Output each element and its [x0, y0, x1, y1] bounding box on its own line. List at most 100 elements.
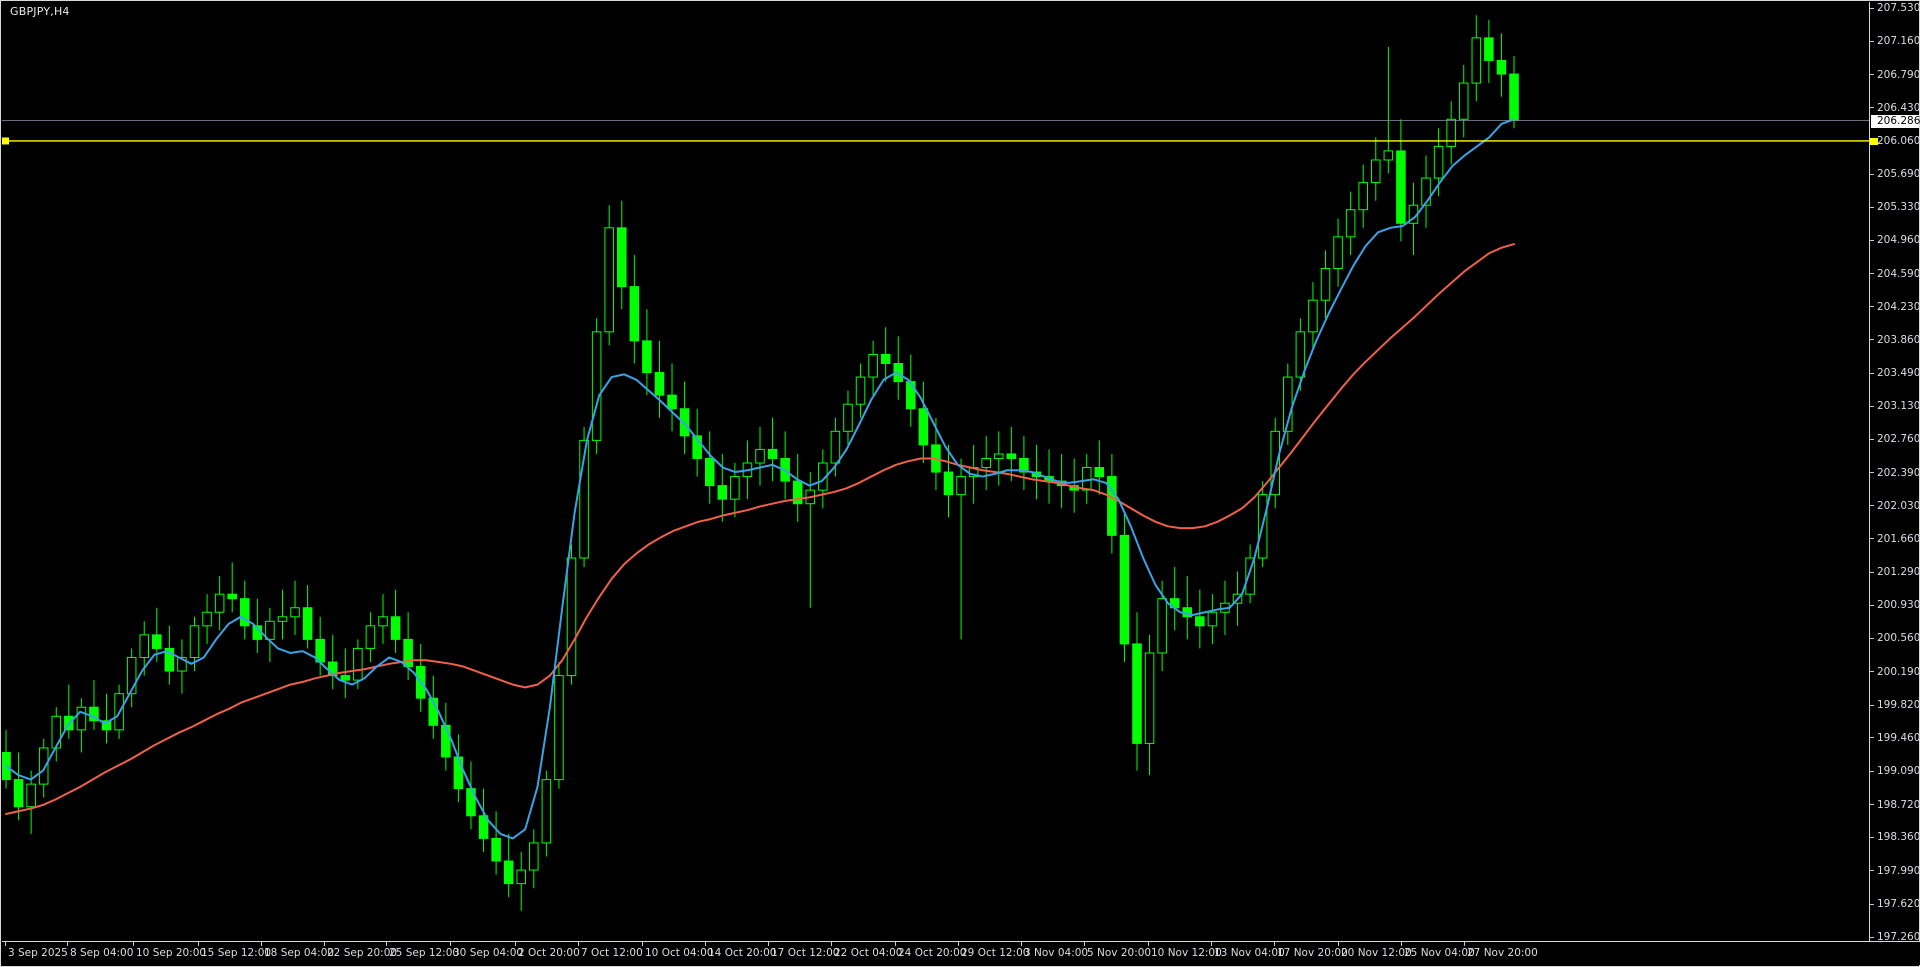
- time-tick-label: 13 Nov 04:00: [1214, 947, 1285, 959]
- price-tick-mark: [1870, 107, 1874, 108]
- candle-body: [1207, 611, 1218, 627]
- price-tick-label: 205.690: [1877, 168, 1920, 181]
- price-tick: 207.160: [1870, 35, 1920, 47]
- price-tick: 207.530: [1870, 2, 1920, 14]
- price-tick-mark: [1870, 637, 1874, 639]
- candle-body: [126, 656, 137, 695]
- candle-body: [1019, 457, 1029, 473]
- candle-body: [1270, 430, 1281, 496]
- price-tick-label: 197.260: [1877, 931, 1920, 943]
- price-tick-mark: [1870, 7, 1874, 9]
- price-tick-label: 201.290: [1877, 566, 1920, 579]
- candle-body: [1396, 150, 1406, 224]
- price-tick-label: 198.360: [1877, 831, 1920, 844]
- price-tick-label: 203.130: [1877, 400, 1920, 412]
- candle-body: [177, 656, 187, 672]
- price-tick: 200.560: [1870, 632, 1920, 644]
- level-line-drag-handle[interactable]: [2, 137, 9, 145]
- candle-body: [855, 376, 866, 405]
- candle-body: [340, 675, 351, 681]
- price-tick-mark: [1870, 372, 1874, 374]
- candle-body: [478, 815, 489, 839]
- candle-body: [1144, 652, 1155, 744]
- time-tick-mark: [67, 942, 68, 946]
- time-tick-label: 3 Sep 2025: [8, 947, 68, 959]
- candle-body: [1006, 453, 1017, 459]
- candle-body: [642, 340, 652, 374]
- time-tick-mark: [1401, 942, 1402, 946]
- time-tick-label: 25 Nov 04:00: [1404, 947, 1475, 959]
- time-tick-label: 22 Oct 04:00: [834, 947, 903, 959]
- price-tick-label: 206.790: [1877, 68, 1920, 81]
- chart-plot-area[interactable]: GBPJPY,H4: [2, 2, 1871, 943]
- price-tick: 200.930: [1870, 599, 1920, 611]
- candle-body: [239, 598, 250, 627]
- candle-body: [1484, 37, 1494, 61]
- horizontal-level-line[interactable]: [2, 137, 1871, 145]
- time-tick-mark: [1084, 942, 1085, 946]
- candle-body: [629, 286, 640, 342]
- price-tick-label: 206.060: [1877, 134, 1920, 147]
- price-tick: 206.790: [1870, 68, 1920, 81]
- time-tick-mark: [1148, 942, 1149, 946]
- time-tick-mark: [198, 942, 199, 946]
- time-tick-mark: [261, 942, 262, 946]
- price-tick: 205.330: [1870, 201, 1920, 213]
- time-tick-label: 17 Oct 12:00: [771, 947, 840, 959]
- price-tick-mark: [1870, 704, 1874, 706]
- price-tick: 204.590: [1870, 267, 1920, 280]
- price-tick-mark: [1870, 770, 1874, 772]
- time-tick-label: 29 Oct 12:00: [961, 947, 1030, 959]
- price-axis[interactable]: 207.530 207.160 206.790 206.430 206.060 205.6…: [1869, 2, 1920, 943]
- candle-body: [918, 408, 929, 446]
- candle-body: [993, 453, 1004, 459]
- candle-body: [265, 620, 275, 640]
- candle-body: [227, 593, 237, 600]
- candle-body: [1433, 145, 1444, 179]
- price-tick-mark: [1870, 505, 1874, 507]
- candle-body: [692, 435, 702, 459]
- candle-body: [704, 457, 715, 487]
- time-tick-label: 17 Nov 20:00: [1277, 947, 1348, 959]
- candle-body: [390, 616, 401, 640]
- time-tick-mark: [1021, 942, 1022, 946]
- candle-body: [1195, 616, 1205, 627]
- candle-body: [717, 485, 728, 500]
- candle-body: [189, 625, 200, 658]
- price-tick-mark: [1870, 306, 1874, 307]
- candle-body: [893, 363, 904, 383]
- candle-body: [591, 331, 602, 441]
- time-tick-label: 5 Nov 20:00: [1087, 947, 1152, 959]
- time-tick-label: 27 Nov 20:00: [1467, 947, 1538, 959]
- time-tick-mark: [5, 942, 6, 946]
- candle-body: [290, 607, 300, 618]
- price-tick: 199.820: [1870, 699, 1920, 711]
- candle-body: [1245, 557, 1255, 595]
- price-tick-mark: [1870, 40, 1874, 42]
- candle-body: [730, 476, 740, 500]
- price-tick-mark: [1870, 737, 1874, 739]
- time-tick-label: 24 Oct 20:00: [898, 947, 967, 959]
- time-tick-mark: [1338, 942, 1339, 946]
- candle-body: [38, 747, 49, 785]
- time-axis[interactable]: 3 Sep 2025 8 Sep 04:00 10 Sep 20:00 15 Sep …: [2, 941, 1920, 965]
- price-tick-label: 205.330: [1877, 201, 1920, 213]
- candle-body: [1320, 268, 1331, 301]
- price-tick: 199.090: [1870, 765, 1920, 778]
- candle-body: [214, 593, 225, 613]
- candle-body: [491, 837, 501, 862]
- price-tick-label: 199.090: [1877, 765, 1920, 778]
- candle-body: [604, 227, 614, 333]
- price-tick-label: 201.660: [1877, 532, 1920, 545]
- price-tick: 201.290: [1870, 566, 1920, 579]
- time-tick-label: 25 Sep 12:00: [389, 947, 460, 959]
- price-tick-label: 204.590: [1877, 267, 1920, 280]
- price-tick-mark: [1870, 173, 1874, 175]
- time-tick-mark: [895, 942, 896, 946]
- candle-body: [503, 860, 514, 885]
- candle-body: [202, 611, 212, 627]
- candle-body: [554, 675, 564, 781]
- price-tick: 203.490: [1870, 367, 1920, 379]
- candle-body: [277, 616, 288, 622]
